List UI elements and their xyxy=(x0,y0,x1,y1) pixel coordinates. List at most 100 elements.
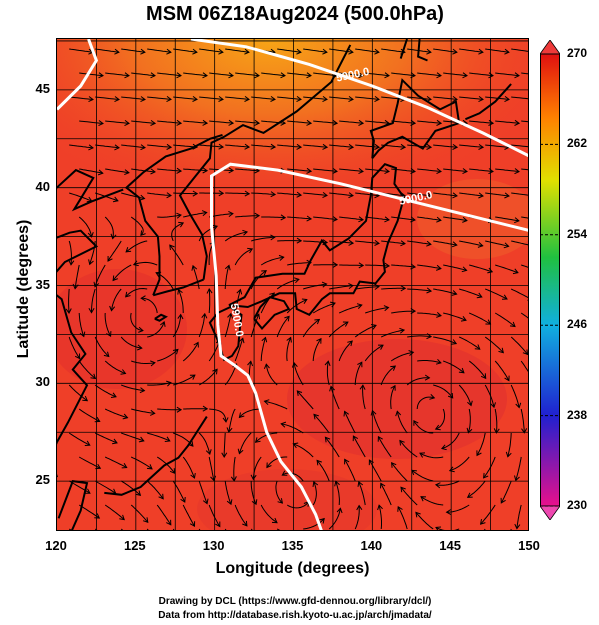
streamline xyxy=(130,312,143,332)
streamline xyxy=(354,505,360,530)
streamline-arrowhead xyxy=(65,308,72,314)
streamline-arrowhead xyxy=(374,96,380,103)
streamline-arrowhead xyxy=(466,492,473,498)
streamline-arrowhead xyxy=(476,292,483,299)
streamline-arrowhead xyxy=(466,427,473,434)
streamline xyxy=(296,390,314,410)
streamline xyxy=(368,459,382,482)
streamline xyxy=(147,321,165,338)
streamline xyxy=(69,192,92,202)
streamline xyxy=(520,312,528,319)
streamline-arrowhead xyxy=(112,438,118,445)
streamline-arrowhead xyxy=(112,275,118,282)
map-plot-area: 5900.0 5900.0 5900.0 xyxy=(56,38,529,531)
streamline xyxy=(344,411,356,434)
streamline-arrowhead xyxy=(202,72,208,79)
streamline-arrowhead xyxy=(202,498,209,505)
colorbar-label: 262 xyxy=(567,136,588,151)
streamline-arrowhead xyxy=(188,441,194,447)
streamline-arrowhead xyxy=(408,350,415,356)
streamline xyxy=(104,216,114,239)
streamline xyxy=(209,72,234,77)
x-tick-label: 125 xyxy=(123,538,146,553)
streamline-arrowhead xyxy=(380,482,386,489)
streamline xyxy=(235,215,260,218)
streamline-arrowhead xyxy=(149,409,156,416)
streamline-arrowhead xyxy=(374,283,380,290)
coastline xyxy=(399,39,408,59)
streamline-arrowhead xyxy=(504,192,510,199)
streamline xyxy=(485,192,510,197)
streamline xyxy=(286,337,292,362)
streamline xyxy=(413,420,434,434)
streamline xyxy=(105,168,129,174)
streamline-arrowhead xyxy=(440,444,447,451)
streamline xyxy=(417,120,442,124)
contour-5900 xyxy=(190,39,528,158)
streamline-arrowhead xyxy=(140,96,146,103)
streamline-arrowhead xyxy=(270,96,276,102)
streamline-arrowhead xyxy=(461,266,468,273)
coastline xyxy=(208,305,243,362)
streamline-arrowhead xyxy=(254,119,261,126)
streamline-arrowhead xyxy=(166,48,172,55)
streamline-arrowhead xyxy=(452,48,458,55)
streamline-arrowhead xyxy=(348,48,354,55)
streamline-arrowhead xyxy=(140,295,146,302)
streamline-arrowhead xyxy=(490,402,496,409)
streamline xyxy=(435,408,446,430)
streamline xyxy=(365,264,390,267)
streamline-arrowhead xyxy=(218,190,225,197)
streamline xyxy=(365,120,390,124)
streamline-arrowhead xyxy=(313,413,319,420)
streamline xyxy=(303,48,327,53)
y-tick-label: 45 xyxy=(35,80,50,96)
streamline xyxy=(459,96,484,100)
streamline-arrowhead xyxy=(93,281,100,288)
streamline-arrowhead xyxy=(514,475,520,482)
streamline xyxy=(173,96,198,100)
streamline xyxy=(391,120,416,124)
streamline-arrowhead xyxy=(169,244,175,251)
streamline-arrowhead xyxy=(426,240,432,247)
streamline-arrowhead xyxy=(458,367,465,374)
streamline-arrowhead xyxy=(88,308,95,314)
streamline xyxy=(459,48,483,53)
streamline xyxy=(224,231,248,242)
streamline xyxy=(172,314,182,338)
streamline-arrowhead xyxy=(158,493,164,500)
streamline-arrowhead xyxy=(222,417,229,423)
streamline-arrowhead xyxy=(192,48,198,55)
streamline xyxy=(228,408,236,433)
coastline xyxy=(465,83,512,121)
streamline-arrowhead xyxy=(334,480,340,487)
streamline-arrowhead xyxy=(332,261,339,268)
streamline xyxy=(495,72,520,77)
streamline xyxy=(312,302,336,314)
streamline-arrowhead xyxy=(330,301,336,308)
streamline-arrowhead xyxy=(324,436,331,443)
streamline xyxy=(74,264,80,289)
streamline xyxy=(365,168,390,172)
streamline xyxy=(381,48,405,53)
streamline-arrowhead xyxy=(227,312,234,319)
streamline-arrowhead xyxy=(202,167,209,174)
streamline xyxy=(510,384,520,408)
streamline xyxy=(443,360,465,374)
streamline xyxy=(225,192,250,195)
streamline xyxy=(234,338,244,362)
streamline-arrowhead xyxy=(391,462,397,468)
streamline-arrowhead xyxy=(503,242,510,249)
streamline-arrowhead xyxy=(244,96,250,102)
streamline xyxy=(480,504,496,525)
streamline-arrowhead xyxy=(221,452,228,458)
streamline xyxy=(358,481,366,506)
streamline-arrowhead xyxy=(291,361,298,368)
streamline xyxy=(183,120,208,124)
streamline-arrowhead xyxy=(139,194,146,201)
streamline-arrowhead xyxy=(434,424,441,431)
streamline-arrowhead xyxy=(306,119,313,126)
streamline-arrowhead xyxy=(244,143,251,150)
streamline-arrowhead xyxy=(384,72,390,79)
streamline xyxy=(293,443,314,458)
